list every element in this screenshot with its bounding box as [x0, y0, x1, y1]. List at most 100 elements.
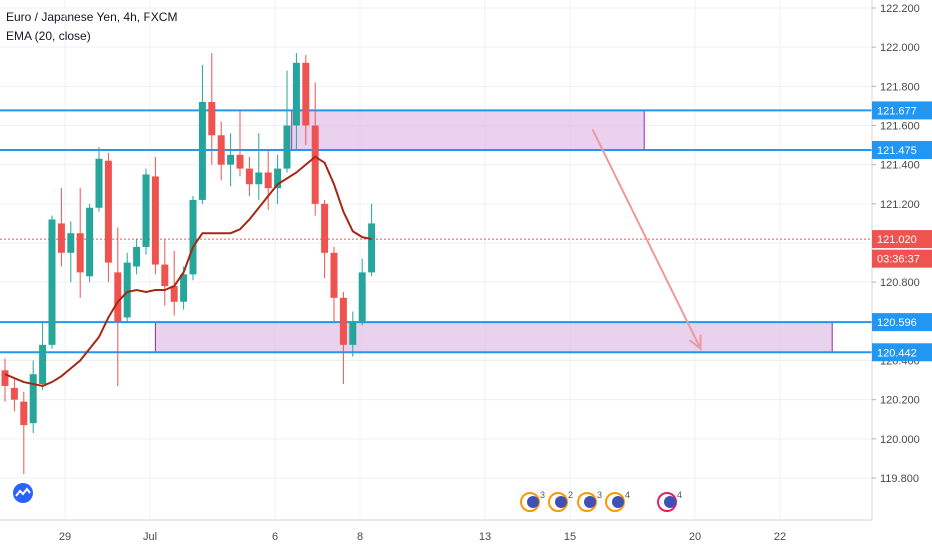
candle-body — [274, 168, 282, 189]
x-tick-label: 22 — [774, 531, 786, 543]
candle-body — [170, 286, 178, 302]
price-axis: 122.200 122.000 121.800 121.600 121.400 121.2… — [871, 0, 932, 520]
zone-rect-0 — [291, 109, 645, 151]
candle-body — [161, 264, 169, 287]
event-count: 4 — [625, 490, 630, 500]
y-tick-label: 121.200 — [880, 199, 920, 211]
candle-body — [39, 344, 47, 384]
event-marker[interactable]: 4 — [605, 490, 630, 512]
candle-body — [358, 272, 366, 322]
ema-line — [4, 155, 372, 388]
y-tick-label: 121.400 — [880, 160, 920, 172]
symbol-title: Euro / Japanese Yen, 4h, FXCM — [6, 10, 178, 24]
candle-body — [86, 207, 94, 277]
zones-layer — [154, 109, 833, 353]
candle-body — [339, 297, 347, 345]
event-flag — [612, 496, 624, 508]
time-axis: 29 Jul 6 8 13 15 20 22 — [0, 519, 872, 543]
arrow-layer — [591, 128, 702, 351]
event-count: 4 — [677, 490, 682, 500]
y-tick-label: 122.000 — [880, 42, 920, 54]
candle-body — [264, 172, 272, 189]
event-count: 2 — [568, 490, 573, 500]
event-count: 3 — [597, 490, 602, 500]
candle-body — [349, 321, 357, 345]
y-tick-label: 120.200 — [880, 395, 920, 407]
candle-body — [10, 387, 18, 400]
candle-body — [368, 223, 376, 273]
candle-body — [321, 203, 329, 253]
candle-body — [67, 233, 75, 253]
price-label-bg — [872, 101, 932, 120]
price-label: 120.442 — [877, 347, 917, 359]
candle-body — [114, 272, 122, 322]
horizontal-lines-layer — [0, 109, 872, 354]
price-label: 120.596 — [877, 317, 917, 329]
candle-body — [1, 370, 9, 386]
y-tick-label: 121.600 — [880, 121, 920, 133]
event-marker[interactable]: 3 — [520, 490, 545, 512]
x-tick-label: 15 — [564, 531, 576, 543]
candle-body — [255, 172, 263, 185]
candle-body — [123, 262, 131, 318]
candle-body — [245, 168, 253, 185]
candles-layer — [1, 53, 376, 475]
price-label: 121.677 — [877, 105, 917, 117]
zone-rect-1 — [154, 321, 833, 353]
candle-body — [104, 160, 112, 263]
candle-body — [189, 199, 197, 275]
candle-body — [227, 154, 235, 165]
price-label: 03:36:37 — [877, 254, 920, 266]
x-tick-label: 13 — [479, 531, 491, 543]
y-tick-label: 119.800 — [880, 473, 919, 485]
indicator-title[interactable]: EMA (20, close) — [6, 29, 91, 43]
price-label: 121.020 — [877, 234, 917, 246]
price-label: 121.475 — [877, 145, 917, 157]
event-marker[interactable]: 4 — [657, 490, 682, 512]
event-flag — [664, 496, 676, 508]
x-tick-label: 6 — [272, 531, 278, 543]
candle-body — [180, 274, 188, 302]
event-marker[interactable]: 3 — [577, 490, 602, 512]
ema-layer — [4, 155, 372, 388]
y-tick-label: 121.800 — [880, 81, 920, 93]
candle-body — [48, 219, 56, 345]
candle-body — [283, 125, 291, 169]
event-flag — [555, 496, 567, 508]
price-label-bg — [872, 140, 932, 159]
candle-body — [57, 223, 65, 253]
event-flag — [527, 496, 539, 508]
candle-body — [236, 154, 244, 169]
candle-body — [311, 125, 319, 204]
candle-body — [133, 246, 141, 267]
candle-body — [95, 158, 103, 208]
candle-body — [20, 401, 28, 426]
trend-arrow-head — [688, 334, 702, 351]
y-tick-label: 120.800 — [880, 277, 920, 289]
price-label-bg — [872, 313, 932, 332]
y-tick-label: 122.200 — [880, 3, 920, 15]
candle-body — [76, 233, 84, 273]
candle-body — [198, 102, 206, 200]
candle-body — [151, 176, 159, 265]
candle-body — [330, 252, 338, 298]
event-count: 3 — [540, 490, 545, 500]
x-tick-label: 8 — [357, 531, 363, 543]
y-tick-label: 120.000 — [880, 434, 920, 446]
candle-body — [29, 374, 37, 424]
candle-body — [208, 102, 216, 136]
price-label-bg — [872, 249, 932, 268]
tradingview-logo[interactable] — [8, 482, 38, 504]
event-marker[interactable]: 2 — [548, 490, 573, 512]
candle-body — [142, 174, 150, 247]
chart-grid — [0, 0, 872, 520]
candle-body — [217, 135, 225, 165]
price-label-bg — [872, 343, 932, 362]
x-tick-label: Jul — [143, 531, 157, 543]
x-tick-label: 20 — [689, 531, 701, 543]
price-label-bg — [872, 230, 932, 249]
candle-body — [292, 62, 300, 126]
events-layer: 3 2 3 4 4 — [520, 490, 682, 512]
event-flag — [584, 496, 596, 508]
